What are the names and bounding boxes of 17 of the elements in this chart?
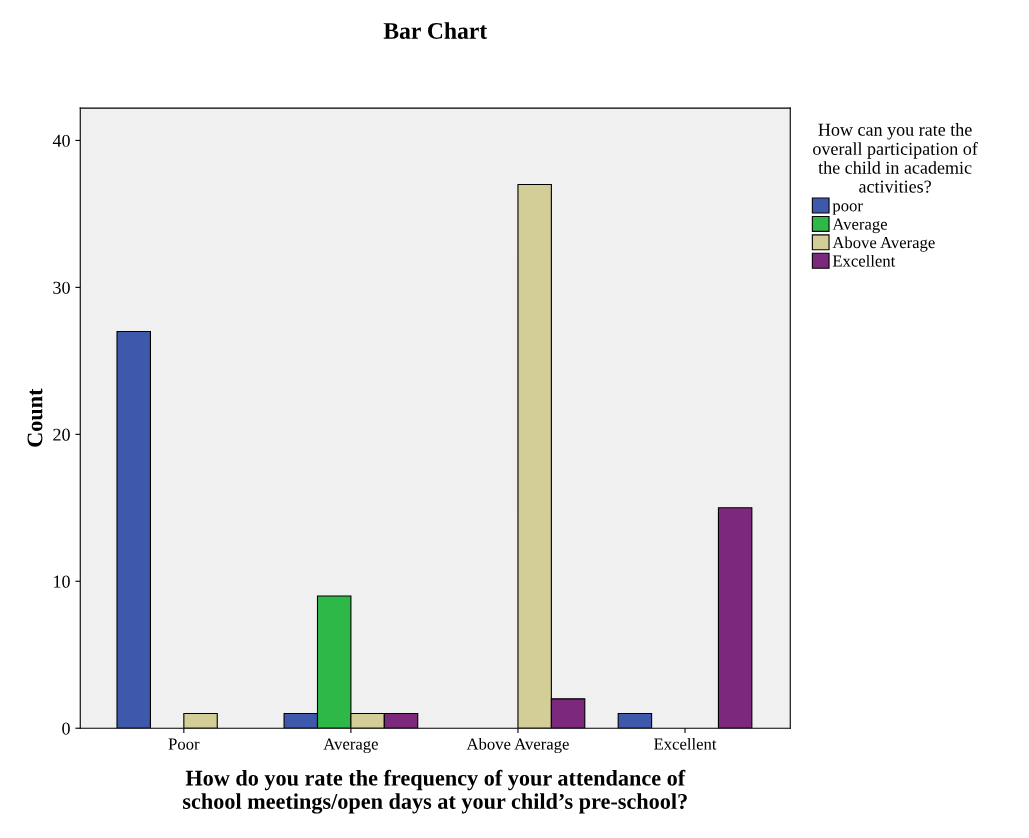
y-tick-label: 40 xyxy=(52,134,70,147)
y-tick-label: 20 xyxy=(53,428,70,441)
x-tick-label: Above Average xyxy=(466,737,569,754)
legend-title: How can you rate the overall participation of the child in academic activities? xyxy=(813,123,978,193)
legend-label: poor xyxy=(832,203,863,215)
x-axis-title: How do you rate the frequency of your attendance of school meetings/open days at your child’s pre-school? xyxy=(183,769,687,814)
x-tick-label: Average xyxy=(323,738,378,754)
x-tick-label: Excellent xyxy=(654,737,717,750)
y-tick-label: 0 xyxy=(62,722,70,735)
legend-label: Average xyxy=(832,218,888,234)
chart-title: Bar Chart xyxy=(383,22,488,39)
y-axis-title: Count xyxy=(27,388,43,447)
y-tick-label: 30 xyxy=(53,281,70,294)
y-tick-label: 10 xyxy=(54,575,70,588)
legend-label: Excellent xyxy=(832,254,896,267)
legend-label: Above Average xyxy=(832,236,935,252)
x-tick-label: Poor xyxy=(168,738,200,750)
